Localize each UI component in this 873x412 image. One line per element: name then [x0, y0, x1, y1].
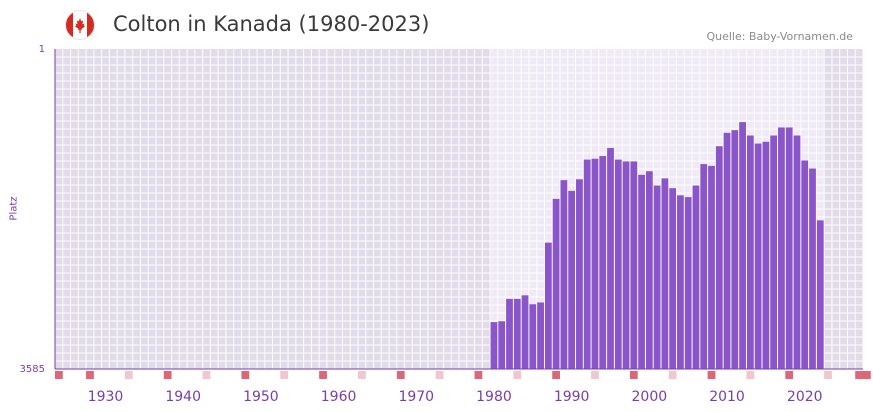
bar-1993 — [591, 158, 599, 369]
bar-2020 — [801, 160, 809, 369]
bar-1984 — [521, 295, 529, 369]
bar-1981 — [498, 321, 506, 369]
bar-2021 — [809, 168, 816, 369]
bar-2009 — [715, 146, 723, 369]
midyear-marker-2023 — [824, 371, 832, 379]
bar-1980 — [490, 322, 498, 369]
decade-marker-2008 — [707, 371, 716, 379]
bar-1999 — [638, 174, 645, 369]
midyear-marker-2013 — [746, 371, 755, 379]
bar-2015 — [762, 141, 770, 369]
midyear-marker-1943 — [202, 371, 211, 379]
x-tick-label-1930: 1930 — [88, 389, 124, 405]
x-tick-label-1990: 1990 — [554, 389, 590, 405]
midyear-marker-1983 — [513, 371, 522, 379]
bar-2000 — [645, 171, 653, 369]
bar-2019 — [793, 135, 801, 369]
bar-2022 — [816, 220, 824, 369]
bar-1991 — [576, 179, 583, 369]
bar-2012 — [739, 122, 746, 369]
bar-1988 — [552, 198, 560, 369]
decade-marker-1978 — [474, 371, 483, 379]
x-tick-label-1950: 1950 — [243, 389, 279, 405]
decade-marker-1958 — [319, 371, 327, 379]
bar-1987 — [544, 242, 552, 369]
y-tick-label-bottom: 3585 — [19, 364, 45, 375]
source-credit: Quelle: Baby-Vornamen.de — [706, 30, 853, 43]
bar-2006 — [692, 185, 700, 369]
decade-marker-1948 — [241, 371, 250, 379]
bar-2013 — [746, 135, 754, 369]
bar-2004 — [677, 195, 684, 369]
bar-1992 — [583, 159, 591, 369]
edge-marker-right — [855, 371, 863, 379]
bar-1995 — [607, 148, 614, 369]
bar-2007 — [700, 164, 708, 369]
bar-1997 — [622, 161, 630, 369]
bar-1982 — [506, 298, 513, 369]
decade-marker-2018 — [785, 371, 794, 379]
midyear-marker-1933 — [124, 371, 133, 379]
y-tick-label-top: 1 — [38, 44, 45, 55]
midyear-marker-1993 — [591, 371, 599, 379]
chart-title: Colton in Kanada (1980-2023) — [113, 12, 430, 36]
bar-2011 — [731, 130, 739, 369]
decade-marker-1968 — [396, 371, 405, 379]
x-tick-label-2020: 2020 — [787, 389, 823, 405]
bar-2005 — [684, 197, 692, 369]
midyear-marker-2003 — [668, 371, 677, 379]
bar-1985 — [529, 304, 537, 369]
bar-1994 — [599, 156, 607, 369]
x-tick-label-1970: 1970 — [398, 389, 434, 405]
midyear-marker-1963 — [358, 371, 366, 379]
bar-1986 — [537, 302, 544, 369]
bar-2016 — [770, 135, 778, 369]
x-tick-label-1940: 1940 — [165, 389, 201, 405]
midyear-marker-1953 — [280, 371, 289, 379]
decade-marker-1988 — [552, 371, 560, 379]
bar-1996 — [614, 159, 622, 369]
bar-2014 — [754, 143, 762, 369]
x-tick-label-1980: 1980 — [476, 389, 512, 405]
x-tick-label-2000: 2000 — [632, 389, 668, 405]
x-tick-label-2010: 2010 — [709, 389, 745, 405]
midyear-marker-1973 — [435, 371, 444, 379]
decade-marker-1938 — [163, 371, 172, 379]
bar-2018 — [785, 127, 793, 369]
bar-2003 — [669, 188, 677, 369]
bar-1989 — [560, 180, 568, 369]
bar-1990 — [568, 190, 576, 369]
x-tick-label-1960: 1960 — [321, 389, 357, 405]
decade-marker-2028 — [863, 371, 871, 379]
bar-1983 — [513, 298, 521, 369]
edge-marker-left — [55, 371, 63, 379]
bar-2001 — [653, 185, 661, 369]
canada-flag-icon — [64, 9, 96, 41]
bar-2008 — [708, 165, 715, 369]
decade-marker-1928 — [86, 371, 94, 379]
bar-2002 — [661, 178, 669, 369]
decade-marker-1998 — [629, 371, 638, 379]
bar-1998 — [630, 161, 638, 369]
bar-2010 — [723, 132, 731, 369]
bar-2017 — [778, 127, 785, 369]
